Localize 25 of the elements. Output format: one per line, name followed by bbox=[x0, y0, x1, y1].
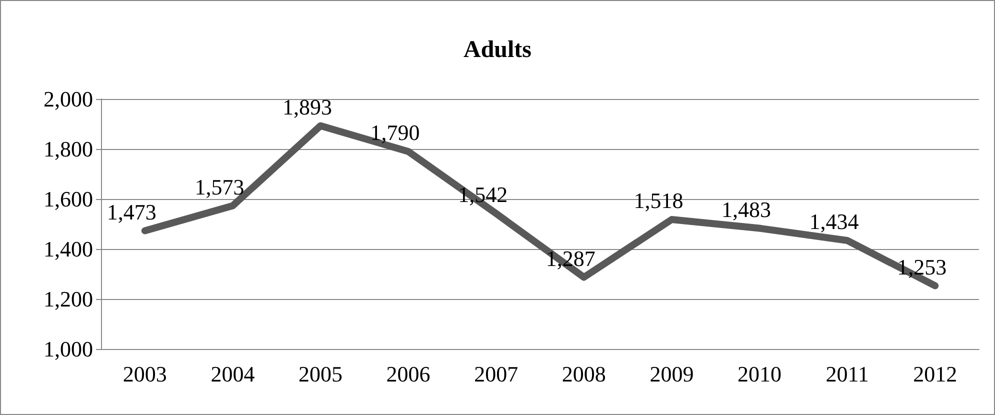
x-tick-label: 2005 bbox=[298, 362, 342, 386]
data-label: 1,790 bbox=[370, 120, 420, 145]
data-label: 1,893 bbox=[282, 94, 332, 120]
x-tick-label: 2004 bbox=[210, 362, 255, 386]
data-label: 1,573 bbox=[194, 174, 244, 200]
y-tick-label: 1,600 bbox=[44, 186, 93, 212]
data-label: 1,473 bbox=[106, 199, 156, 224]
x-tick-label: 2008 bbox=[562, 362, 606, 386]
chart-title: Adults bbox=[463, 37, 532, 63]
data-label: 1,518 bbox=[634, 188, 684, 213]
x-tick-label: 2009 bbox=[650, 362, 694, 386]
y-tick-label: 1,200 bbox=[44, 286, 93, 312]
x-tick-label: 2006 bbox=[386, 362, 430, 386]
data-label: 1,434 bbox=[809, 209, 859, 234]
x-tick-label: 2012 bbox=[913, 362, 958, 386]
data-label: 1,483 bbox=[722, 196, 771, 222]
data-label: 1,253 bbox=[897, 254, 947, 280]
y-tick-label: 1,400 bbox=[44, 236, 93, 262]
y-tick-label: 1,800 bbox=[44, 136, 93, 162]
x-tick-label: 2010 bbox=[738, 362, 782, 386]
x-tick-label: 2007 bbox=[474, 362, 518, 386]
y-tick-label: 2,000 bbox=[44, 86, 93, 112]
x-tick-label: 2003 bbox=[122, 362, 167, 386]
x-tick-label: 2011 bbox=[826, 362, 869, 386]
y-tick-label: 1,000 bbox=[44, 336, 93, 362]
